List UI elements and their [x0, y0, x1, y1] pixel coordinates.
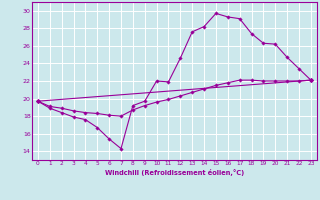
X-axis label: Windchill (Refroidissement éolien,°C): Windchill (Refroidissement éolien,°C) — [105, 169, 244, 176]
